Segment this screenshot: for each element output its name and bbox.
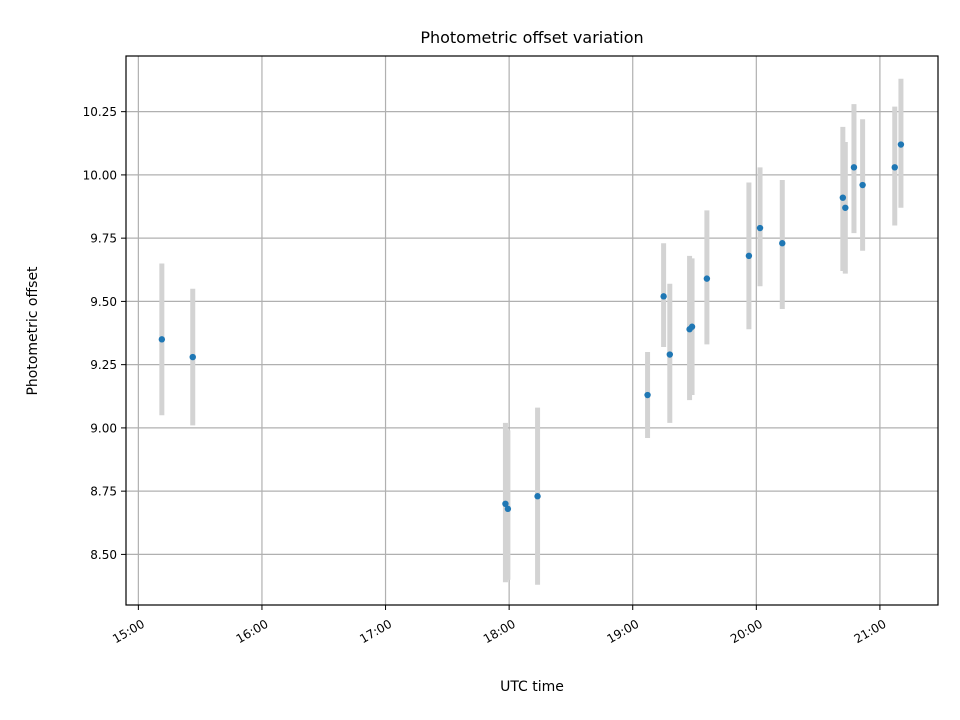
data-point <box>839 194 847 201</box>
y-tick-label: 10.25 <box>83 105 117 119</box>
data-point <box>660 293 667 300</box>
y-tick-label: 9.50 <box>90 295 117 309</box>
data-point <box>891 164 898 171</box>
data-point <box>859 181 866 189</box>
data-point <box>756 224 764 232</box>
data-point <box>189 353 196 361</box>
y-tick-label: 9.25 <box>90 358 117 372</box>
y-tick-label: 9.00 <box>90 421 117 435</box>
data-point <box>850 164 858 171</box>
data-point <box>745 252 753 260</box>
y-axis-title: Photometric offset <box>25 266 41 396</box>
data-point <box>502 500 509 508</box>
data-point <box>897 141 905 148</box>
chart-title: Photometric offset variation <box>420 28 643 47</box>
data-points <box>158 141 905 513</box>
data-point <box>504 505 512 513</box>
plot-frame <box>125 55 939 606</box>
data-point <box>644 391 651 399</box>
data-point <box>842 204 849 211</box>
data-point <box>779 240 786 247</box>
y-tick-label: 10.00 <box>83 168 117 182</box>
y-axis: 8.50 8.75 9.00 9.25 9.50 9.75 10.00 10.25 <box>83 105 126 562</box>
data-point <box>703 275 711 282</box>
y-tick-label: 8.75 <box>90 485 117 499</box>
x-axis-title: UTC time <box>500 679 564 695</box>
data-point <box>666 351 674 358</box>
data-point <box>158 336 166 343</box>
grid <box>126 56 938 605</box>
data-point <box>688 323 696 330</box>
y-tick-label: 8.50 <box>90 548 117 562</box>
y-tick-label: 9.75 <box>90 232 117 246</box>
data-point <box>534 493 541 500</box>
